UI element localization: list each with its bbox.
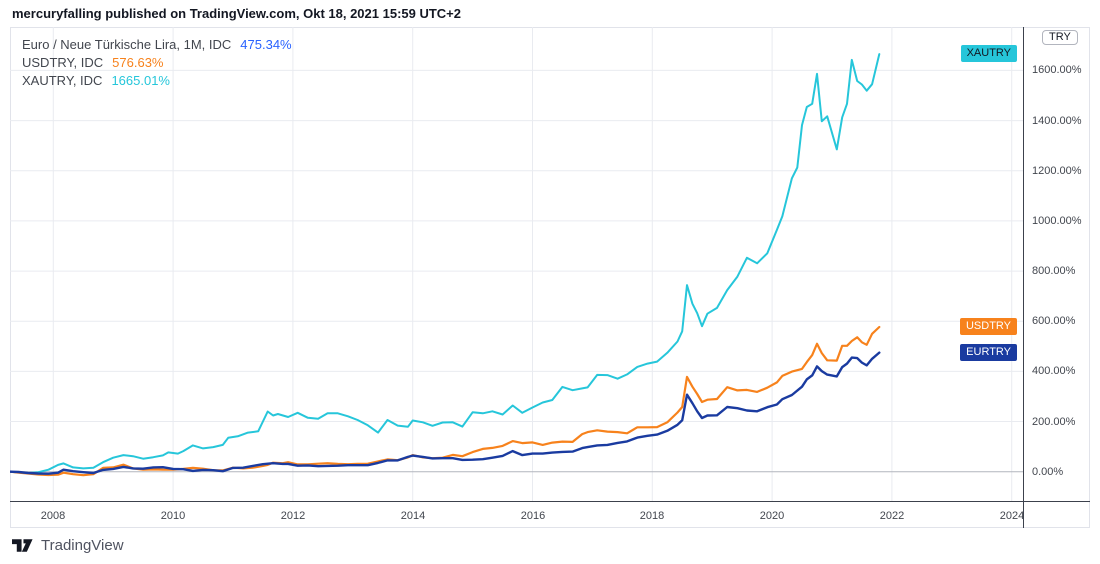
time-axis-label[interactable]: 2016	[520, 510, 546, 522]
price-axis-label[interactable]: 1600.00%	[1032, 64, 1082, 76]
series-line-usdtry[interactable]	[10, 325, 881, 477]
tradingview-footer[interactable]: TradingView	[12, 537, 124, 554]
legend-row-xautry[interactable]: XAUTRY, IDC 1665.01%	[22, 72, 292, 90]
price-axis-label[interactable]: 1200.00%	[1032, 165, 1082, 177]
pane-border	[10, 27, 1090, 528]
chart-pane[interactable]: Euro / Neue Türkische Lira, 1M, IDC 475.3…	[10, 27, 1090, 528]
time-axis-label[interactable]: 2010	[160, 510, 186, 522]
series-line-eurtry[interactable]	[10, 351, 881, 475]
attribution-text: mercuryfalling published on TradingView.…	[12, 6, 462, 21]
time-axis-label[interactable]: 2014	[400, 510, 426, 522]
legend-row-eurtry[interactable]: Euro / Neue Türkische Lira, 1M, IDC 475.3…	[22, 36, 292, 54]
price-axis-label[interactable]: 400.00%	[1032, 365, 1076, 377]
legend-label-eurtry: Euro / Neue Türkische Lira, 1M, IDC	[22, 37, 232, 52]
price-axis-label[interactable]: 600.00%	[1032, 315, 1076, 327]
price-axis-label[interactable]: 1400.00%	[1032, 115, 1082, 127]
time-axis-label[interactable]: 2024	[999, 510, 1025, 522]
tradingview-brand-text: TradingView	[41, 537, 124, 554]
series-badge-xautry: XAUTRY	[960, 45, 1017, 62]
legend-value-eurtry: 475.34%	[240, 37, 292, 52]
time-axis-label[interactable]: 2020	[759, 510, 785, 522]
legend-value-xautry: 1665.01%	[111, 73, 170, 88]
chart-plot[interactable]	[10, 27, 1090, 528]
series-badge-eurtry: EURTRY	[960, 344, 1017, 361]
time-axis-label[interactable]: 2022	[879, 510, 905, 522]
legend: Euro / Neue Türkische Lira, 1M, IDC 475.3…	[22, 36, 292, 90]
price-axis-currency-badge[interactable]: TRY	[1042, 30, 1078, 45]
time-axis-label[interactable]: 2012	[280, 510, 306, 522]
legend-label-usdtry: USDTRY, IDC	[22, 55, 104, 70]
legend-label-xautry: XAUTRY, IDC	[22, 73, 103, 88]
legend-value-usdtry: 576.63%	[112, 55, 164, 70]
series-line-xautry[interactable]	[10, 53, 881, 474]
tradingview-logo-icon	[12, 539, 33, 552]
series-badge-usdtry: USDTRY	[959, 318, 1017, 335]
price-axis-label[interactable]: 200.00%	[1032, 416, 1076, 428]
price-axis-label[interactable]: 1000.00%	[1032, 215, 1082, 227]
price-axis-label[interactable]: 800.00%	[1032, 265, 1076, 277]
time-axis-label[interactable]: 2008	[40, 510, 66, 522]
price-axis-label[interactable]: 0.00%	[1032, 466, 1064, 478]
legend-row-usdtry[interactable]: USDTRY, IDC 576.63%	[22, 54, 292, 72]
time-axis-label[interactable]: 2018	[639, 510, 665, 522]
